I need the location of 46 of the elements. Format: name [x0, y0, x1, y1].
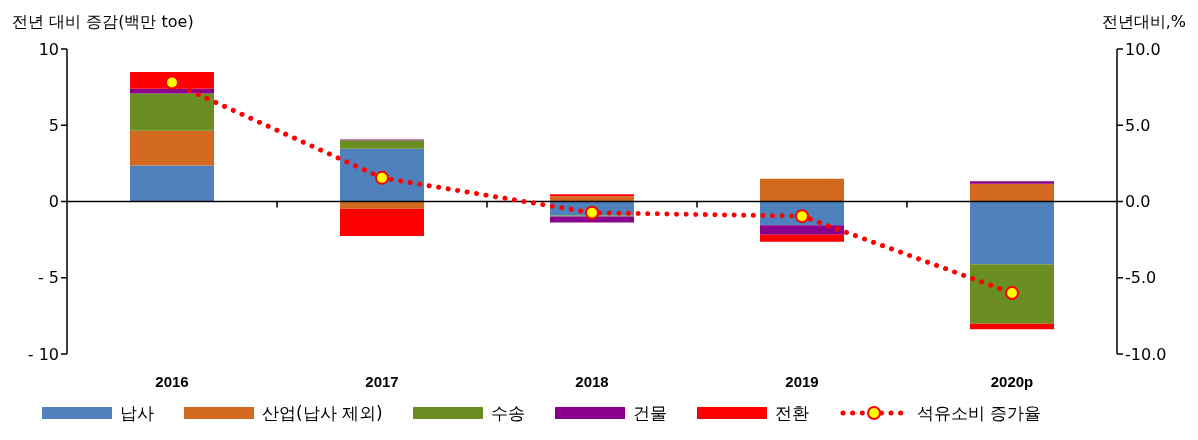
y2-tick-label: -5.0	[1125, 268, 1157, 288]
y-tick-label: 10	[38, 39, 59, 59]
legend-label: 수송	[490, 401, 525, 425]
point	[585, 205, 599, 220]
bar	[340, 201, 424, 209]
x-tick-label: 2020p	[990, 372, 1034, 390]
bar	[340, 208, 424, 237]
y2-tick-label: -10.0	[1125, 344, 1167, 364]
x-tick-label: 2016	[155, 372, 189, 390]
point	[165, 75, 179, 90]
y2-tick-label: 0.0	[1125, 192, 1151, 212]
y-tick-label: - 5	[37, 268, 59, 288]
bar	[340, 140, 424, 149]
bar	[970, 183, 1054, 202]
legend-label: 석유소비 증가율	[916, 401, 1042, 425]
legend-label: 산업(납사 제외)	[262, 401, 383, 425]
bar	[970, 264, 1054, 324]
x-tick-label: 2018	[575, 372, 609, 390]
bar	[760, 178, 844, 202]
legend-label: 전환	[774, 401, 809, 425]
bar	[130, 88, 214, 94]
x-tick-label: 2017	[365, 372, 399, 390]
y2-tick-label: 10.0	[1125, 39, 1161, 59]
point	[795, 209, 809, 224]
bar	[970, 181, 1054, 184]
point	[375, 170, 389, 185]
y-tick-label: 0	[48, 192, 59, 212]
y2-axis-title: 전년대비,%	[1101, 12, 1186, 33]
legend-label: 건물	[632, 401, 667, 425]
bar	[760, 225, 844, 235]
legend-label: 납사	[120, 401, 154, 425]
bar	[970, 323, 1054, 330]
bar	[550, 196, 634, 202]
point	[1005, 286, 1019, 300]
y-tick-label: 5	[48, 115, 59, 135]
bar	[550, 216, 634, 223]
bar	[340, 148, 424, 202]
bar	[760, 234, 844, 242]
y2-tick-label: 5.0	[1125, 115, 1151, 135]
x-tick-label: 2019	[785, 372, 819, 390]
bar	[130, 93, 214, 131]
bar	[970, 201, 1054, 265]
y-tick-label: - 10	[27, 344, 59, 364]
y-axis-title: 전년 대비 증감(백만 toe)	[12, 12, 194, 33]
bar	[130, 130, 214, 166]
bar	[130, 165, 214, 202]
